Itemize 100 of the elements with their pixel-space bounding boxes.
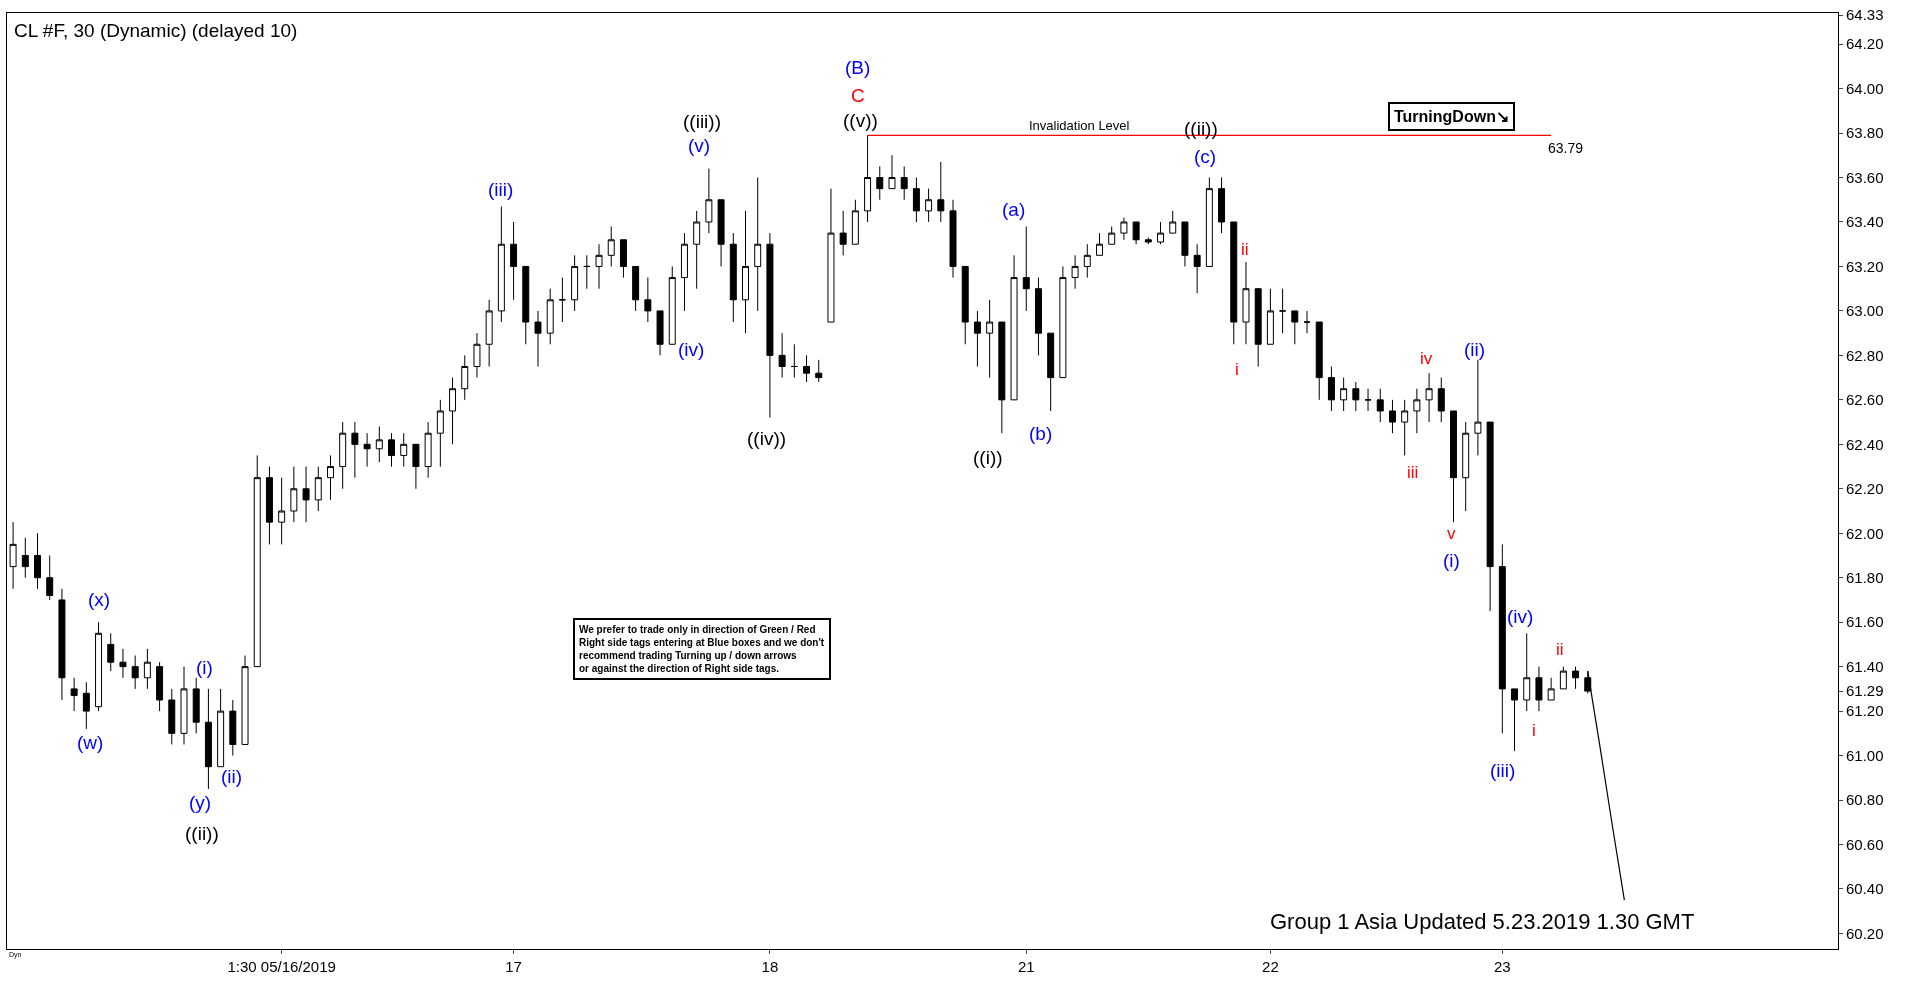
candlestick	[1437, 377, 1445, 423]
y-tick-label: 63.20	[1846, 257, 1884, 275]
y-tick-label: 61.60	[1846, 613, 1884, 631]
candlestick	[973, 310, 981, 367]
candlestick	[1486, 421, 1494, 612]
candlestick	[1010, 254, 1018, 401]
candlestick	[70, 677, 78, 712]
candlestick	[1511, 688, 1519, 752]
y-tick-label: 62.40	[1846, 435, 1884, 453]
annotation: ii	[1241, 240, 1249, 259]
candlestick	[1474, 359, 1482, 456]
candlestick	[1181, 221, 1189, 267]
candlestick	[485, 299, 493, 367]
y-tick-label: 62.20	[1846, 480, 1884, 498]
candlestick	[1535, 666, 1543, 712]
candlestick	[363, 432, 371, 468]
candlestick	[986, 299, 994, 379]
candlestick	[1205, 177, 1213, 267]
candlestick	[1498, 543, 1506, 734]
candlestick	[803, 354, 811, 383]
annotation: Invalidation Level	[1029, 118, 1130, 133]
candlestick	[839, 210, 847, 256]
annotation: ii	[1556, 640, 1564, 659]
y-tick-label: 62.00	[1846, 524, 1884, 542]
candlestick	[925, 188, 933, 223]
candlestick	[143, 648, 151, 690]
candlestick	[693, 210, 701, 290]
candlestick	[34, 532, 42, 590]
x-tick-label: 18	[761, 958, 779, 975]
y-tick-label: 60.80	[1846, 791, 1884, 809]
candlestick	[204, 688, 212, 790]
candlestick	[522, 265, 530, 345]
candlestick	[1523, 632, 1531, 712]
y-tick-label: 61.40	[1846, 657, 1884, 675]
candlestick	[766, 232, 774, 419]
candlestick	[1547, 677, 1555, 701]
candlestick	[1096, 232, 1103, 256]
candlestick	[546, 288, 554, 345]
candlestick	[656, 310, 664, 356]
candlestick	[1108, 225, 1116, 245]
candlestick	[497, 205, 505, 323]
candlestick	[644, 277, 652, 323]
candlestick	[571, 254, 579, 312]
candlestick	[583, 254, 591, 290]
candlestick	[1254, 288, 1262, 367]
annotation: TurningDown↘	[1394, 108, 1509, 125]
y-tick-label: 64.33	[1846, 6, 1884, 24]
candlestick	[876, 165, 884, 201]
candlestick	[680, 232, 688, 312]
candlestick	[1034, 277, 1042, 356]
candlestick	[1266, 288, 1274, 345]
annotation: iii	[1407, 463, 1419, 482]
annotation: C	[851, 85, 865, 106]
candlestick	[912, 177, 920, 223]
annotation: i	[1235, 360, 1239, 379]
y-tick-label: 61.00	[1846, 746, 1884, 764]
y-tick-label: 63.00	[1846, 302, 1884, 320]
candlestick	[229, 699, 237, 757]
candlestick	[534, 310, 542, 367]
candlestick	[558, 277, 566, 323]
candlestick	[156, 661, 164, 712]
candlestick	[632, 265, 640, 312]
annotation: ((iii))	[683, 111, 721, 132]
candlestick	[400, 432, 408, 468]
annotation: (b)	[1029, 423, 1053, 444]
annotation: (v)	[688, 135, 711, 156]
candlestick	[607, 225, 615, 267]
annotation: (ii)	[221, 766, 243, 787]
annotation: v	[1447, 524, 1456, 543]
candlestick	[412, 443, 420, 490]
y-tick-label: 63.80	[1846, 124, 1884, 142]
annotation: (iii)	[488, 179, 514, 200]
x-tick-label: 17	[505, 958, 522, 975]
x-tick-label: 21	[1017, 958, 1035, 975]
annotation: (y)	[189, 792, 212, 813]
chart-title: CL #F, 30 (Dynamic) (delayed 10)	[14, 20, 298, 41]
candlestick	[192, 677, 200, 734]
annotation: (B)	[845, 57, 871, 78]
candlestick	[729, 232, 737, 323]
candlestick	[1279, 288, 1287, 334]
annotation: (i)	[196, 657, 213, 678]
candlestick	[961, 265, 969, 345]
candlestick	[375, 426, 383, 463]
candlestick	[705, 168, 713, 234]
candlestick	[1315, 321, 1323, 401]
candlestick	[851, 199, 859, 245]
candlestick	[998, 321, 1006, 434]
annotation: (a)	[1002, 199, 1026, 220]
candlestick	[326, 454, 334, 501]
annotation: i	[1532, 721, 1536, 740]
candlestick	[1157, 221, 1165, 245]
x-tick-label: 22	[1262, 958, 1279, 975]
candlestick	[815, 359, 823, 383]
candlestick	[339, 421, 347, 490]
candlestick	[1425, 372, 1433, 423]
candlestick	[241, 655, 249, 745]
annotation: ((v))	[843, 110, 878, 131]
candlestick	[949, 199, 957, 279]
candlestick	[864, 134, 872, 223]
y-tick-label: 64.00	[1846, 79, 1884, 97]
